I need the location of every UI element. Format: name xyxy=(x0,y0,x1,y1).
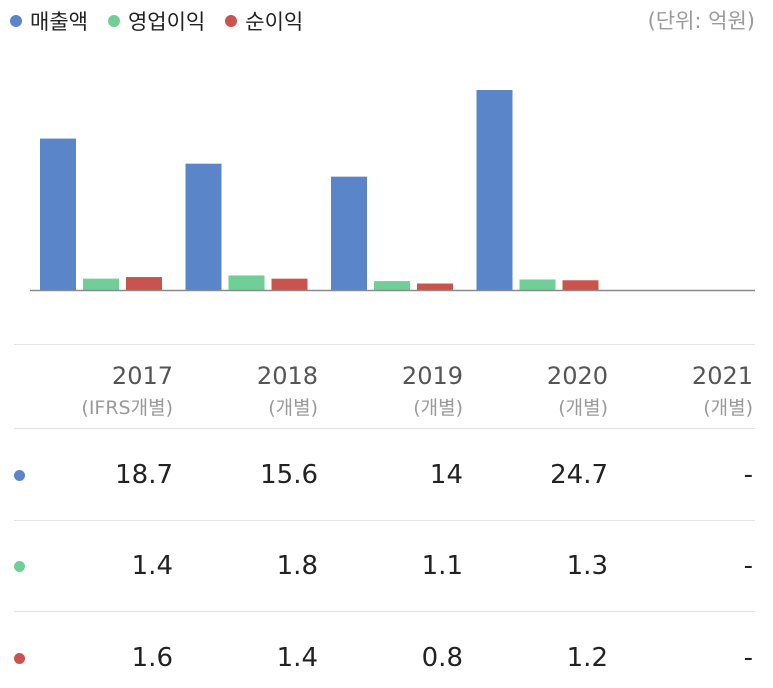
year-2020-basis: (개별) xyxy=(558,397,608,419)
legend-dot-icon xyxy=(10,15,22,27)
table-cell: 0.8 xyxy=(421,643,463,673)
legend-label: 순이익 xyxy=(245,10,304,34)
year-2017-basis: (IFRS개별) xyxy=(81,397,173,419)
table-cell: 18.7 xyxy=(115,460,173,490)
year-2017: 2017 xyxy=(111,362,173,390)
table-divider xyxy=(14,344,755,345)
bar-net-income-2019 xyxy=(417,283,453,290)
legend-item-revenue: 매출액 xyxy=(10,6,88,36)
table-cell: 1.4 xyxy=(276,643,318,673)
table-cell: 1.1 xyxy=(421,551,463,581)
table-cell: - xyxy=(743,460,753,490)
bar-chart xyxy=(30,90,755,292)
year-2021-basis: (개별) xyxy=(703,397,753,419)
year-2018: 2018 xyxy=(256,362,318,390)
bar-operating-profit-2018 xyxy=(228,275,265,290)
legend-dot-icon xyxy=(107,15,120,27)
table-divider xyxy=(14,611,755,612)
bar-revenue-2019 xyxy=(331,176,367,290)
legend-item-operating-profit: 영업이익 xyxy=(107,6,206,36)
chart-legend: 매출액 영업이익 순이익 xyxy=(10,5,323,37)
table-cell: 1.8 xyxy=(276,551,318,581)
series-dot-icon xyxy=(14,653,25,664)
series-dot-icon xyxy=(14,470,25,481)
table-cell: 1.3 xyxy=(566,551,608,581)
table-divider xyxy=(14,428,755,429)
bar-revenue-2020 xyxy=(476,90,513,290)
legend-label: 매출액 xyxy=(30,10,88,34)
table-cell: - xyxy=(743,551,753,581)
year-2019: 2019 xyxy=(401,362,463,390)
table-cell: 24.7 xyxy=(550,460,608,490)
table-cell: 1.6 xyxy=(131,643,173,673)
year-2020: 2020 xyxy=(546,362,608,390)
year-2018-basis: (개별) xyxy=(268,397,318,419)
table-cell: - xyxy=(743,643,753,673)
year-2021: 2021 xyxy=(691,362,753,390)
table-cell: 1.2 xyxy=(566,643,608,673)
legend-dot-icon xyxy=(225,15,238,27)
legend-label: 영업이익 xyxy=(127,10,206,34)
bar-revenue-2018 xyxy=(185,163,222,290)
table-cell: 14 xyxy=(429,460,463,490)
series-dot-icon xyxy=(14,561,25,572)
table-divider xyxy=(14,520,755,521)
bar-operating-profit-2017 xyxy=(83,278,119,290)
year-2019-basis: (개별) xyxy=(413,397,463,419)
table-cell: 1.4 xyxy=(131,551,173,581)
bar-net-income-2017 xyxy=(126,277,162,290)
bar-revenue-2017 xyxy=(40,138,76,290)
bar-operating-profit-2019 xyxy=(374,281,410,290)
unit-label: (단위: 억원) xyxy=(647,9,755,33)
legend-item-net-income: 순이익 xyxy=(225,6,303,36)
bar-net-income-2018 xyxy=(271,278,308,290)
table-cell: 15.6 xyxy=(260,460,318,490)
bar-operating-profit-2020 xyxy=(519,279,556,290)
bar-net-income-2020 xyxy=(562,280,599,290)
